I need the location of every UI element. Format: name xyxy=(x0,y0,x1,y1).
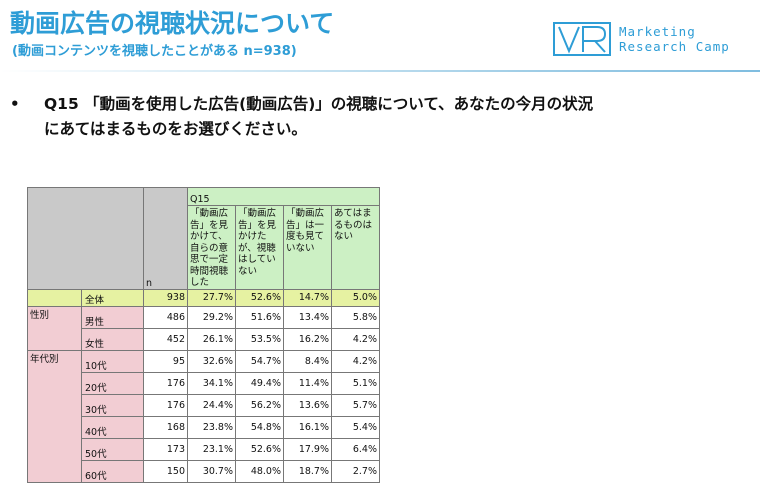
percent-cell: 5.8% xyxy=(331,305,380,329)
percent-cell: 4.2% xyxy=(331,349,380,373)
n-value: 176 xyxy=(143,393,188,417)
row-label: 20代 xyxy=(81,371,144,395)
header-divider xyxy=(0,70,760,72)
percent-cell: 54.8% xyxy=(235,415,284,439)
percent-cell: 5.1% xyxy=(331,371,380,395)
percent-cell: 53.5% xyxy=(235,327,284,351)
percent-cell: 54.7% xyxy=(235,349,284,373)
percent-cell: 51.6% xyxy=(235,305,284,329)
row-label: 女性 xyxy=(81,327,144,351)
percent-cell: 24.4% xyxy=(187,393,236,417)
row-group-label: 年代別 xyxy=(27,349,82,483)
logo-mark-icon xyxy=(553,22,611,56)
table-row: 全体 938 27.7% 52.6% 14.7% 5.0% xyxy=(27,288,380,307)
percent-cell: 8.4% xyxy=(283,349,332,373)
table-row: 性別 男性 486 29.2% 51.6% 13.4% 5.8% xyxy=(27,305,380,351)
n-value: 168 xyxy=(143,415,188,439)
percent-cell: 11.4% xyxy=(283,371,332,395)
logo-line-1: Marketing xyxy=(619,24,696,39)
percent-cell: 52.6% xyxy=(235,437,284,461)
page-subtitle: (動画コンテンツを視聴したことがある n=938) xyxy=(12,44,297,59)
logo-line-2: Research Camp xyxy=(619,39,730,54)
table-row: 50代 173 23.1% 52.6% 17.9% 6.4% xyxy=(28,437,380,461)
percent-cell: 18.7% xyxy=(283,459,332,483)
table-row: 60代 150 30.7% 48.0% 18.7% 2.7% xyxy=(28,459,380,483)
percent-cell: 56.2% xyxy=(235,393,284,417)
percent-cell: 23.8% xyxy=(187,415,236,439)
percent-cell: 6.4% xyxy=(331,437,380,461)
percent-cell: 52.6% xyxy=(235,288,284,307)
percent-cell: 5.7% xyxy=(331,393,380,417)
percent-cell: 23.1% xyxy=(187,437,236,461)
row-label: 男性 xyxy=(81,305,144,329)
row-group-label: 性別 xyxy=(27,305,82,351)
logo-wordmark: Marketing Research Camp xyxy=(619,24,730,54)
n-value: 95 xyxy=(143,349,188,373)
row-label: 30代 xyxy=(81,393,144,417)
brand-logo: Marketing Research Camp xyxy=(553,22,753,62)
percent-cell: 5.4% xyxy=(331,415,380,439)
n-value: 938 xyxy=(143,288,188,307)
percent-cell: 4.2% xyxy=(331,327,380,351)
column-header: 「動画広告」は一度も見ていない xyxy=(283,205,332,290)
percent-cell: 16.2% xyxy=(283,327,332,351)
n-value: 150 xyxy=(143,459,188,483)
percent-cell: 32.6% xyxy=(187,349,236,373)
row-label: 50代 xyxy=(81,437,144,461)
question-label: Q15 xyxy=(187,187,380,206)
n-value: 176 xyxy=(143,371,188,395)
percent-cell: 16.1% xyxy=(283,415,332,439)
page-title: 動画広告の視聴状況について xyxy=(10,9,335,38)
table-corner xyxy=(27,187,144,290)
percent-cell: 29.2% xyxy=(187,305,236,329)
percent-cell: 26.1% xyxy=(187,327,236,351)
percent-cell: 30.7% xyxy=(187,459,236,483)
table-row: 30代 176 24.4% 56.2% 13.6% 5.7% xyxy=(28,393,380,417)
n-value: 486 xyxy=(143,305,188,329)
percent-cell: 48.0% xyxy=(235,459,284,483)
question-text-line-1: Q15 「動画を使用した広告(動画広告)」の視聴について、あなたの今月の状況 xyxy=(44,95,594,113)
percent-cell: 17.9% xyxy=(283,437,332,461)
percent-cell: 13.6% xyxy=(283,393,332,417)
percent-cell: 49.4% xyxy=(235,371,284,395)
percent-cell: 27.7% xyxy=(187,288,236,307)
column-header: あてはまるものはない xyxy=(331,205,380,290)
percent-cell: 14.7% xyxy=(283,288,332,307)
row-label: 40代 xyxy=(81,415,144,439)
column-header: 「動画広告」を見かけたが、視聴はしていない xyxy=(235,205,284,290)
table-row: 年代別 10代 95 32.6% 54.7% 8.4% 4.2% xyxy=(27,349,380,483)
percent-cell: 13.4% xyxy=(283,305,332,329)
n-header: n xyxy=(143,187,188,290)
table-row: 女性 452 26.1% 53.5% 16.2% 4.2% xyxy=(28,327,380,351)
n-value: 173 xyxy=(143,437,188,461)
percent-cell: 5.0% xyxy=(331,288,380,307)
row-label: 60代 xyxy=(81,459,144,483)
crosstab-table: n Q15 「動画広告」を見かけて、自らの意思で一定時間視聴した 「動画広告」を… xyxy=(27,187,380,483)
column-header: 「動画広告」を見かけて、自らの意思で一定時間視聴した xyxy=(187,205,236,290)
bullet: • xyxy=(10,95,20,113)
row-label: 全体 xyxy=(81,288,144,307)
percent-cell: 2.7% xyxy=(331,459,380,483)
n-value: 452 xyxy=(143,327,188,351)
row-label: 10代 xyxy=(81,349,144,373)
question-text-line-2: にあてはまるものをお選びください。 xyxy=(44,120,307,138)
percent-cell: 34.1% xyxy=(187,371,236,395)
row-group-cell xyxy=(27,288,82,307)
